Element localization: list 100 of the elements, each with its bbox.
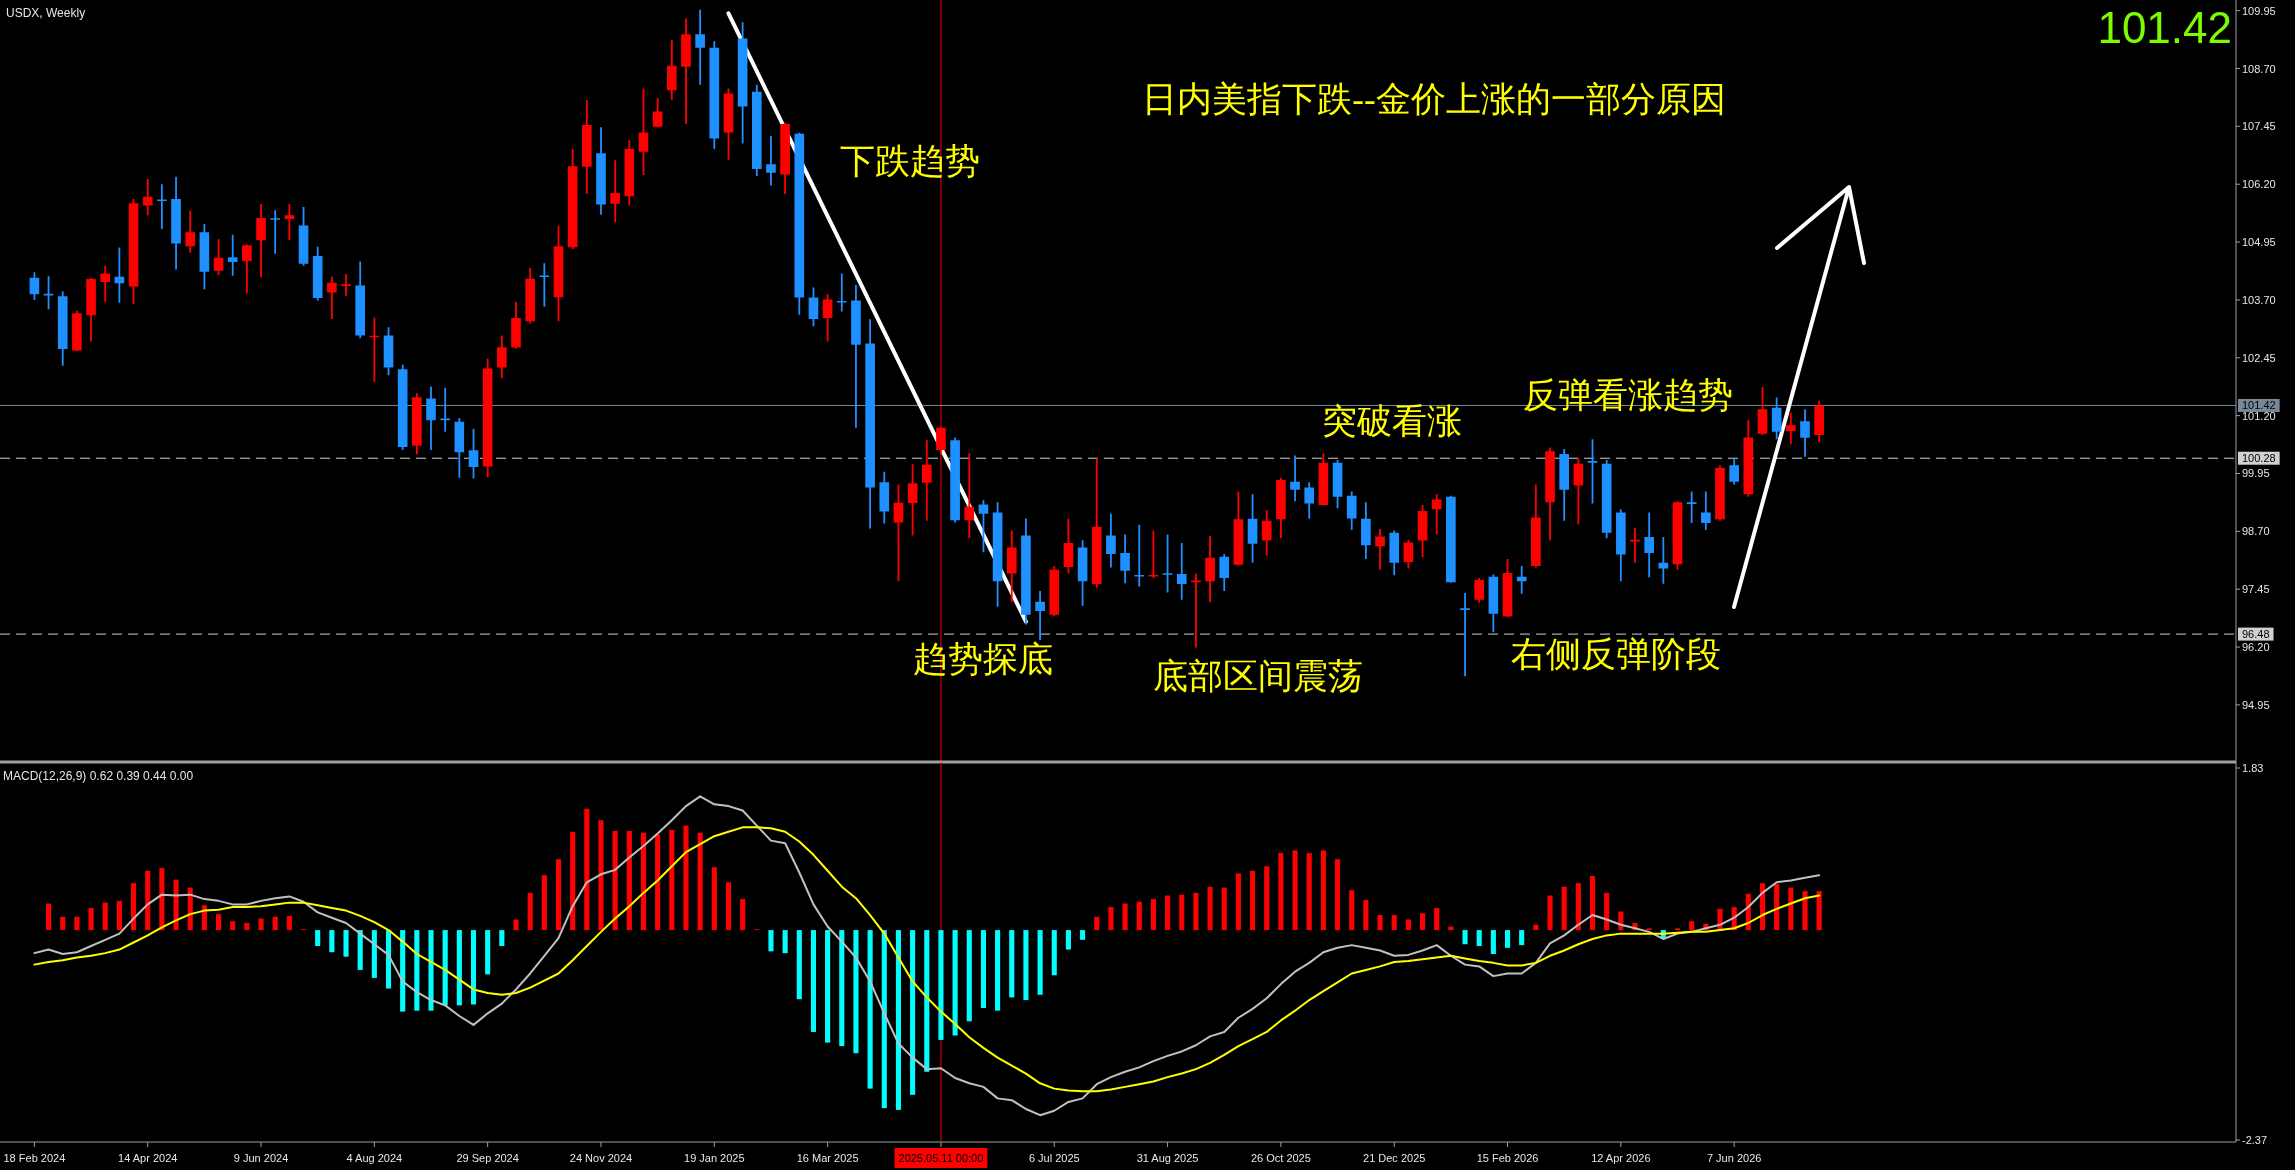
bar bbox=[385, 930, 392, 989]
ref-line-label: 100.28 bbox=[2242, 452, 2276, 465]
bar bbox=[867, 930, 873, 1089]
candlestick bbox=[1205, 535, 1215, 603]
bar bbox=[782, 930, 788, 954]
bar bbox=[485, 930, 491, 975]
candlestick bbox=[610, 160, 620, 223]
bar bbox=[1405, 919, 1411, 931]
bar bbox=[1391, 915, 1397, 931]
bar bbox=[1490, 930, 1496, 954]
bar bbox=[1462, 930, 1468, 945]
bar bbox=[1802, 891, 1808, 931]
bar bbox=[1476, 930, 1482, 947]
candlestick bbox=[1106, 513, 1116, 568]
bar bbox=[1349, 890, 1355, 931]
bar bbox=[1419, 913, 1426, 931]
bar bbox=[1009, 930, 1015, 998]
bar bbox=[1774, 884, 1780, 931]
bar bbox=[1122, 903, 1128, 931]
candlestick bbox=[426, 386, 436, 450]
candlestick bbox=[256, 204, 266, 278]
bar bbox=[626, 830, 632, 931]
candlestick bbox=[596, 127, 606, 215]
bar bbox=[1547, 895, 1553, 931]
y-tick-label: -2.37 bbox=[2242, 1134, 2268, 1146]
x-tick-label: 26 Oct 2025 bbox=[1250, 1152, 1311, 1164]
y-tick-label: 99.95 bbox=[2242, 467, 2270, 480]
candlestick bbox=[171, 176, 181, 270]
bar bbox=[598, 820, 604, 931]
annotation: 反弹看涨趋势 bbox=[1523, 375, 1733, 415]
candlestick bbox=[114, 247, 125, 303]
x-tick-label: 21 Dec 2025 bbox=[1363, 1152, 1426, 1164]
candlestick bbox=[1460, 592, 1470, 677]
y-tick-label: 97.45 bbox=[2242, 583, 2270, 596]
ref-line-label: 101.42 bbox=[2242, 399, 2276, 412]
y-tick-label: 96.20 bbox=[2242, 641, 2270, 654]
candlestick bbox=[157, 184, 167, 230]
candlestick bbox=[964, 453, 975, 539]
bar bbox=[1179, 894, 1185, 931]
ref-line-label: 96.48 bbox=[2242, 628, 2270, 641]
bar bbox=[910, 930, 916, 1095]
bar bbox=[1264, 866, 1270, 931]
bar bbox=[1604, 892, 1610, 931]
candlestick bbox=[270, 210, 281, 254]
candlestick bbox=[1304, 482, 1315, 519]
candlestick bbox=[1616, 509, 1626, 582]
bar bbox=[669, 830, 675, 931]
candlestick bbox=[1545, 447, 1555, 541]
bar bbox=[1250, 870, 1256, 931]
candlestick bbox=[1091, 458, 1102, 588]
bar bbox=[357, 930, 363, 970]
y-tick-label: 104.95 bbox=[2242, 236, 2276, 249]
bar bbox=[1235, 873, 1241, 931]
annotation: 101.42 bbox=[2097, 2, 2232, 52]
bar bbox=[895, 930, 901, 1110]
bar bbox=[655, 834, 661, 931]
bar bbox=[1292, 850, 1298, 931]
bar bbox=[1816, 891, 1822, 931]
candlestick bbox=[1431, 494, 1442, 535]
candlestick bbox=[851, 285, 861, 428]
candlestick bbox=[341, 274, 351, 296]
candlestick bbox=[1729, 458, 1739, 485]
candlestick bbox=[227, 234, 238, 276]
y-tick-label: 98.70 bbox=[2242, 525, 2270, 538]
y-tick-label: 94.95 bbox=[2242, 698, 2270, 711]
annotation: 突破看涨 bbox=[1322, 401, 1462, 441]
candlestick bbox=[369, 317, 380, 382]
bar bbox=[470, 930, 477, 1005]
bar bbox=[1335, 859, 1341, 931]
bar bbox=[371, 930, 377, 978]
x-tick-label: 15 Feb 2026 bbox=[1476, 1152, 1539, 1164]
bar bbox=[555, 859, 562, 931]
bar bbox=[343, 930, 349, 957]
annotation: 日内美指下跌--金价上涨的一部分原因 bbox=[1142, 79, 1726, 119]
bar bbox=[1023, 930, 1029, 1001]
candlestick bbox=[1261, 510, 1272, 556]
x-tick-label: 24 Nov 2024 bbox=[569, 1152, 633, 1164]
candlestick bbox=[539, 263, 550, 307]
x-tick-label: 19 Jan 2025 bbox=[684, 1152, 745, 1164]
bar bbox=[683, 825, 689, 931]
bar bbox=[839, 930, 845, 1047]
bar bbox=[230, 921, 236, 931]
x-tick-label: 9 Jun 2024 bbox=[233, 1152, 289, 1164]
bar bbox=[1080, 930, 1086, 940]
bar bbox=[456, 930, 462, 1006]
bar bbox=[825, 930, 831, 1043]
bar bbox=[881, 930, 887, 1109]
candlestick bbox=[921, 440, 932, 521]
candlestick bbox=[1800, 409, 1810, 457]
candlestick bbox=[1686, 491, 1697, 524]
bar bbox=[1150, 899, 1156, 931]
bar bbox=[966, 930, 972, 1022]
bar bbox=[1533, 924, 1539, 931]
bar bbox=[442, 930, 448, 1006]
bar bbox=[810, 930, 817, 1032]
candlestick bbox=[142, 179, 153, 216]
bar bbox=[329, 930, 335, 953]
bar bbox=[570, 831, 576, 931]
candlestick bbox=[1786, 412, 1796, 445]
bar bbox=[768, 930, 774, 952]
